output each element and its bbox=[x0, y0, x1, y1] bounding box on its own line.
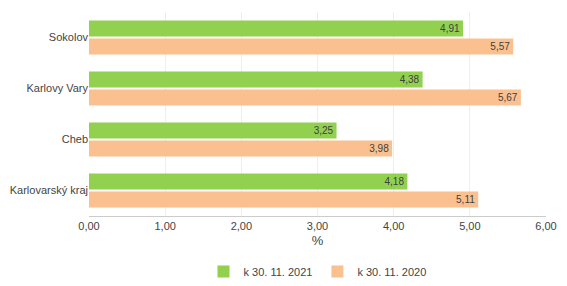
svg-text:5,67: 5,67 bbox=[498, 92, 518, 103]
svg-text:%: % bbox=[312, 233, 324, 248]
svg-text:4,18: 4,18 bbox=[384, 176, 404, 187]
svg-text:3,00: 3,00 bbox=[307, 220, 328, 232]
svg-text:5,00: 5,00 bbox=[459, 220, 480, 232]
svg-text:Karlovy Vary: Karlovy Vary bbox=[26, 82, 88, 94]
svg-text:k 30. 11. 2020: k 30. 11. 2020 bbox=[357, 266, 426, 278]
svg-text:Sokolov: Sokolov bbox=[49, 31, 89, 43]
svg-text:6,00: 6,00 bbox=[535, 220, 556, 232]
svg-text:4,91: 4,91 bbox=[440, 23, 460, 34]
svg-text:4,00: 4,00 bbox=[383, 220, 404, 232]
svg-text:Karlovarský kraj: Karlovarský kraj bbox=[10, 184, 88, 196]
svg-text:4,38: 4,38 bbox=[400, 74, 420, 85]
svg-text:0,00: 0,00 bbox=[78, 220, 99, 232]
svg-text:3,98: 3,98 bbox=[369, 143, 389, 154]
svg-text:5,57: 5,57 bbox=[490, 41, 510, 52]
svg-text:1,00: 1,00 bbox=[154, 220, 175, 232]
svg-text:k 30. 11. 2021: k 30. 11. 2021 bbox=[244, 266, 313, 278]
svg-text:3,25: 3,25 bbox=[314, 125, 334, 136]
svg-text:Cheb: Cheb bbox=[62, 133, 88, 145]
svg-text:5,11: 5,11 bbox=[456, 194, 475, 205]
svg-text:2,00: 2,00 bbox=[231, 220, 252, 232]
